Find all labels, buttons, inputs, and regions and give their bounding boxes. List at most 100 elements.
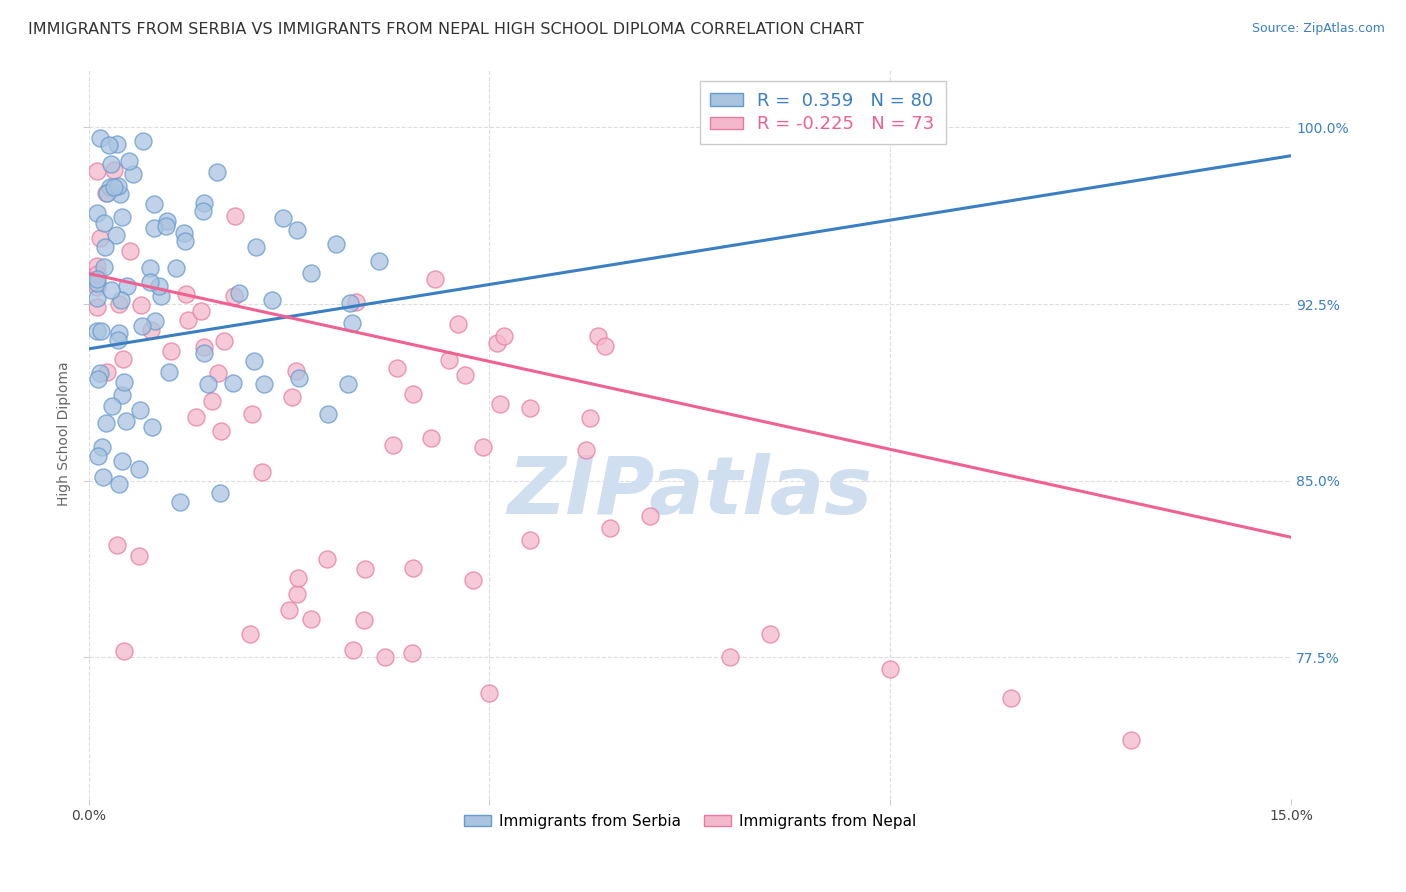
Point [879,662,901,676]
Point [419,431,441,445]
Point [1119,733,1142,747]
Point [201,393,224,408]
Point [100,399,122,413]
Point [252,465,274,479]
Point [278,603,301,617]
Point [579,410,602,425]
Point [344,295,367,310]
Point [143,196,166,211]
Point [112,375,135,389]
Text: Source: ZipAtlas.com: Source: ZipAtlas.com [1251,22,1385,36]
Point [105,228,128,243]
Point [575,442,598,457]
Point [402,386,425,401]
Point [190,303,212,318]
Point [132,134,155,148]
Point [486,335,509,350]
Point [129,403,152,417]
Point [156,214,179,228]
Point [271,211,294,226]
Point [157,365,180,379]
Point [299,266,322,280]
Point [339,295,361,310]
Point [638,509,661,524]
Point [108,326,131,341]
Point [114,415,136,429]
Y-axis label: High School Diploma: High School Diploma [58,361,72,506]
Point [107,334,129,348]
Point [89,130,111,145]
Point [284,364,307,378]
Point [285,587,308,601]
Point [222,289,245,303]
Point [141,419,163,434]
Point [128,549,150,563]
Point [454,368,477,382]
Legend: Immigrants from Serbia, Immigrants from Nepal: Immigrants from Serbia, Immigrants from … [457,808,922,835]
Point [593,339,616,353]
Point [165,261,187,276]
Point [108,186,131,201]
Point [160,343,183,358]
Point [287,571,309,585]
Point [193,345,215,359]
Point [207,165,229,179]
Point [353,562,375,576]
Point [115,278,138,293]
Point [93,216,115,230]
Point [93,260,115,275]
Point [368,254,391,268]
Point [224,209,246,223]
Point [111,210,134,224]
Point [173,226,195,240]
Point [89,366,111,380]
Point [86,267,108,281]
Point [148,279,170,293]
Point [207,366,229,380]
Point [110,293,132,307]
Point [96,416,118,430]
Point [100,180,122,194]
Point [131,319,153,334]
Point [193,196,215,211]
Point [94,240,117,254]
Point [86,279,108,293]
Point [169,495,191,509]
Point [447,317,470,331]
Point [91,440,114,454]
Point [209,424,232,438]
Text: ZIPatlas: ZIPatlas [508,453,873,531]
Point [208,486,231,500]
Point [759,627,782,641]
Point [86,272,108,286]
Point [173,234,195,248]
Point [586,328,609,343]
Point [100,283,122,297]
Point [86,324,108,338]
Point [108,296,131,310]
Point [385,360,408,375]
Point [112,644,135,658]
Point [131,298,153,312]
Point [519,401,541,415]
Point [87,371,110,385]
Point [87,449,110,463]
Point [105,538,128,552]
Point [402,561,425,575]
Point [374,650,396,665]
Point [299,612,322,626]
Point [90,324,112,338]
Point [439,353,461,368]
Point [155,219,177,233]
Point [108,477,131,491]
Point [325,236,347,251]
Point [174,286,197,301]
Point [107,136,129,151]
Point [463,573,485,587]
Point [191,203,214,218]
Point [128,462,150,476]
Point [177,313,200,327]
Point [96,186,118,201]
Point [316,408,339,422]
Point [381,438,404,452]
